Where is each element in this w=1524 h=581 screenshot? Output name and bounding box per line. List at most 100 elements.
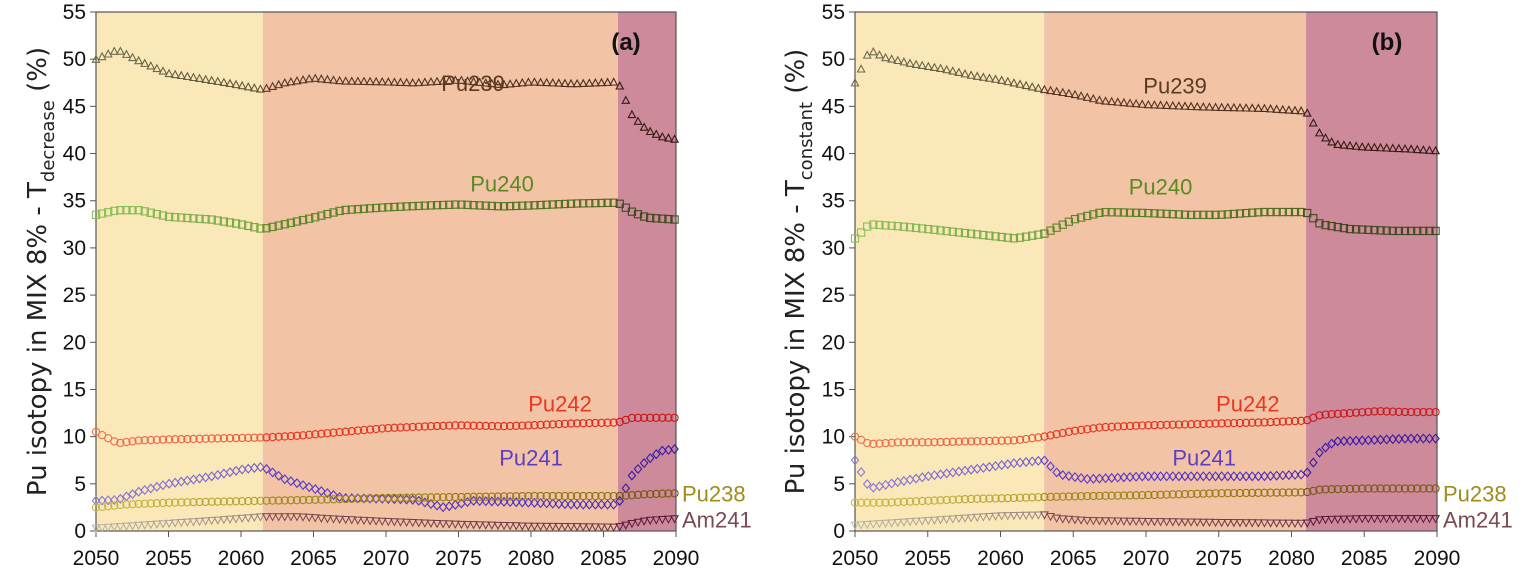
pu242-marker	[670, 413, 679, 422]
am241-marker	[377, 517, 387, 527]
pu240-marker	[256, 224, 265, 233]
pu239-marker	[1088, 93, 1098, 103]
am241-marker	[850, 521, 860, 530]
pu238-marker	[1382, 484, 1391, 493]
am241-marker	[664, 515, 673, 524]
pu239-marker	[481, 78, 491, 87]
pu238-marker	[97, 502, 107, 511]
pu242-marker	[1248, 418, 1257, 427]
pu242-marker	[579, 419, 588, 428]
pu238-marker	[869, 498, 878, 507]
pu240-marker	[1284, 207, 1294, 217]
pu240-marker	[1138, 208, 1147, 218]
pu241-marker	[1425, 433, 1434, 444]
pu240-marker	[911, 223, 921, 233]
series-pu239	[91, 46, 680, 143]
pu242-marker	[554, 419, 563, 429]
pu242-marker	[1358, 408, 1367, 417]
pu238-marker	[924, 496, 933, 505]
pu242-marker	[530, 421, 539, 430]
pu242-marker	[1431, 407, 1440, 417]
pu239-marker	[121, 49, 131, 58]
pu239-marker	[249, 83, 259, 92]
pu239-marker	[887, 54, 897, 63]
x-tick-label: 2055	[904, 547, 951, 570]
pu240-marker	[1144, 208, 1153, 218]
pu241-marker	[268, 467, 277, 478]
pu239-marker	[207, 75, 217, 85]
am241-marker	[566, 523, 576, 532]
pu242-marker	[924, 438, 933, 447]
pu241-marker	[560, 499, 570, 510]
pu238-marker	[1223, 489, 1232, 498]
am241-marker	[189, 518, 198, 527]
x-tick-label: 2065	[290, 547, 337, 570]
x-tick-label: 2080	[1268, 547, 1315, 570]
am241-marker	[475, 521, 485, 530]
am241-marker	[511, 522, 521, 531]
pu242-marker	[664, 413, 673, 422]
y-axis-label-main: Pu isotopy in MIX 8% - T	[781, 180, 811, 494]
pu242-marker	[1113, 422, 1122, 431]
series-pu241	[850, 433, 1440, 493]
pu238-marker	[639, 490, 649, 499]
pu240-marker	[140, 207, 149, 216]
pu242-marker	[887, 438, 896, 447]
pu238-marker	[1144, 490, 1153, 500]
pu242-marker	[469, 421, 478, 430]
pu240-marker	[966, 229, 976, 238]
pu238-marker	[1235, 488, 1245, 498]
pu238-marker	[140, 499, 149, 508]
am241-marker	[182, 518, 192, 527]
pu238-marker	[893, 497, 902, 507]
pu239-marker	[1107, 96, 1117, 106]
pu241-marker	[1034, 455, 1043, 466]
y-tick-label: 40	[822, 143, 845, 166]
am241-marker	[335, 515, 345, 524]
pu240-marker	[317, 211, 326, 220]
am241-marker	[1223, 519, 1233, 528]
am241-marker	[633, 518, 643, 528]
pu238-marker	[481, 492, 490, 501]
am241-marker	[1198, 518, 1208, 527]
pu240-marker	[670, 215, 679, 224]
am241-marker	[657, 516, 667, 525]
pu239-marker	[850, 78, 860, 87]
am241-marker	[359, 516, 369, 526]
am241-marker	[1333, 515, 1343, 524]
pu239-marker	[128, 52, 138, 62]
pu238-marker	[1376, 484, 1385, 493]
pu238-marker	[1180, 489, 1190, 499]
pu238-marker	[475, 492, 484, 501]
pu238-marker	[1425, 484, 1434, 493]
pu239-marker	[1039, 84, 1049, 94]
am241-marker	[917, 517, 927, 526]
pu240-marker	[347, 205, 356, 214]
pu239-marker	[493, 79, 503, 88]
pu242-marker	[1211, 419, 1220, 428]
pu240-marker	[225, 218, 235, 227]
pu239-marker	[633, 116, 643, 125]
pu239-marker	[1119, 97, 1129, 107]
pu238-marker	[856, 498, 866, 507]
y-tick-label: 10	[822, 426, 845, 449]
pu241-marker	[1388, 434, 1398, 445]
pu242-marker	[948, 437, 957, 446]
pu239-marker	[942, 64, 952, 74]
pu238-marker	[603, 491, 612, 501]
pu238-marker	[1351, 484, 1361, 493]
am241-marker	[109, 523, 119, 532]
pu239-marker	[268, 81, 278, 91]
pu239-marker	[109, 46, 119, 55]
pu238-marker	[1419, 484, 1428, 493]
am241-marker	[456, 520, 466, 530]
x-tick-label: 2080	[508, 547, 555, 570]
pu242-marker	[1351, 408, 1361, 417]
am241-marker	[432, 519, 442, 529]
pu241-marker	[1058, 469, 1068, 481]
pu238-marker	[997, 494, 1006, 503]
pu240-marker	[371, 203, 381, 213]
pu238-marker	[347, 494, 356, 504]
pu240-marker	[572, 199, 582, 208]
